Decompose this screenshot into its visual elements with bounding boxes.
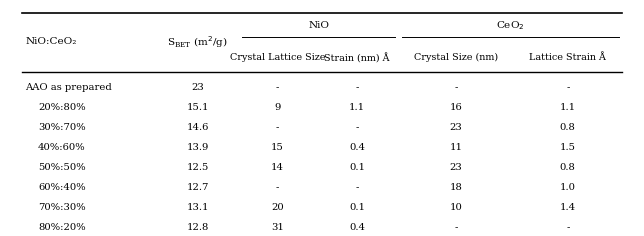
Text: 40%:60%: 40%:60% — [38, 143, 86, 152]
Text: 0.4: 0.4 — [349, 223, 365, 232]
Text: 23: 23 — [450, 123, 462, 132]
Text: Crystal Size (nm): Crystal Size (nm) — [414, 53, 498, 63]
Text: -: - — [276, 123, 279, 132]
Text: 13.9: 13.9 — [186, 143, 209, 152]
Text: 12.5: 12.5 — [186, 163, 209, 172]
Text: 80%:20%: 80%:20% — [38, 223, 86, 232]
Text: 15.1: 15.1 — [186, 103, 209, 112]
Text: 60%:40%: 60%:40% — [38, 183, 86, 192]
Text: 70%:30%: 70%:30% — [38, 203, 86, 212]
Text: -: - — [355, 123, 359, 132]
Text: 1.1: 1.1 — [560, 103, 576, 112]
Text: Crystal Lattice Size: Crystal Lattice Size — [229, 53, 325, 62]
Text: 16: 16 — [450, 103, 462, 112]
Text: 1.4: 1.4 — [560, 203, 576, 212]
Text: S$_\mathregular{BET}$ (m$^2$/g): S$_\mathregular{BET}$ (m$^2$/g) — [167, 34, 228, 50]
Text: Lattice Strain Å: Lattice Strain Å — [529, 53, 606, 62]
Text: 18: 18 — [450, 183, 462, 192]
Text: -: - — [276, 83, 279, 92]
Text: 14: 14 — [271, 163, 284, 172]
Text: -: - — [276, 183, 279, 192]
Text: CeO$_2$: CeO$_2$ — [496, 19, 525, 32]
Text: 30%:70%: 30%:70% — [38, 123, 86, 132]
Text: 11: 11 — [450, 143, 462, 152]
Text: NiO: NiO — [308, 21, 329, 30]
Text: -: - — [455, 83, 458, 92]
Text: 12.7: 12.7 — [186, 183, 209, 192]
Text: Strain (nm) Å: Strain (nm) Å — [325, 53, 390, 63]
Text: AAO as prepared: AAO as prepared — [25, 83, 112, 92]
Text: 23: 23 — [450, 163, 462, 172]
Text: 14.6: 14.6 — [186, 123, 209, 132]
Text: -: - — [455, 223, 458, 232]
Text: 1.5: 1.5 — [560, 143, 576, 152]
Text: 0.1: 0.1 — [349, 203, 365, 212]
Text: -: - — [566, 223, 569, 232]
Text: 0.4: 0.4 — [349, 143, 365, 152]
Text: -: - — [355, 183, 359, 192]
Text: 12.8: 12.8 — [186, 223, 209, 232]
Text: 50%:50%: 50%:50% — [38, 163, 86, 172]
Text: 23: 23 — [191, 83, 204, 92]
Text: 1.1: 1.1 — [349, 103, 365, 112]
Text: 15: 15 — [271, 143, 284, 152]
Text: 20%:80%: 20%:80% — [38, 103, 86, 112]
Text: 20: 20 — [271, 203, 284, 212]
Text: -: - — [566, 83, 569, 92]
Text: 10: 10 — [450, 203, 462, 212]
Text: NiO:CeO₂: NiO:CeO₂ — [25, 37, 77, 46]
Text: 31: 31 — [271, 223, 284, 232]
Text: 13.1: 13.1 — [186, 203, 209, 212]
Text: 0.8: 0.8 — [560, 163, 576, 172]
Text: 0.8: 0.8 — [560, 123, 576, 132]
Text: 0.1: 0.1 — [349, 163, 365, 172]
Text: 9: 9 — [274, 103, 281, 112]
Text: 1.0: 1.0 — [560, 183, 576, 192]
Text: -: - — [355, 83, 359, 92]
